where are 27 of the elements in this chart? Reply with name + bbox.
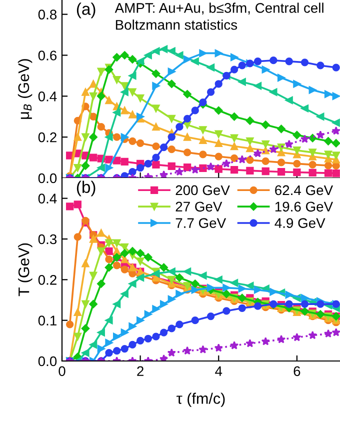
annotation: (b): [76, 180, 96, 196]
x-tick-label: 2: [137, 366, 144, 376]
y-axis-title: μ$_{B}$ (GeV): [18, 59, 32, 119]
y-tick-label: 0.1: [38, 316, 56, 326]
y-axis-title: T (GeV): [18, 243, 32, 296]
legend-label: 27 GeV: [176, 202, 222, 212]
y-tick-label: 0.6: [38, 50, 57, 60]
x-tick-label: 4: [215, 366, 222, 376]
y-tick-label: 0.4: [38, 91, 57, 102]
legend-label: 62.4 GeV: [275, 185, 333, 196]
y-tick-label: 0.3: [38, 234, 57, 244]
legend-label: 4.9 GeV: [274, 218, 326, 228]
annotation: Boltzmann statistics: [116, 20, 238, 30]
x-axis-title: τ (fm/c): [176, 392, 225, 407]
x-tick-label: 0: [58, 366, 66, 376]
y-tick-label: 0.2: [38, 132, 56, 142]
annotation: (a): [76, 2, 96, 18]
legend-label: 19.6 GeV: [275, 202, 333, 212]
y-tick-label: 0.8: [38, 10, 57, 20]
annotation: AMPT: Au+Au, b≤3fm, Central cell: [114, 2, 324, 15]
legend-label: 200 GeV: [176, 185, 230, 196]
x-tick-label: 6: [294, 366, 300, 376]
y-tick-label: 0.0: [38, 173, 57, 184]
y-tick-label: 0.4: [38, 194, 57, 204]
y-tick-label: 0.2: [38, 275, 56, 285]
legend-label: 7.7 GeV: [176, 218, 226, 228]
y-tick-label: 0.0: [38, 356, 57, 366]
